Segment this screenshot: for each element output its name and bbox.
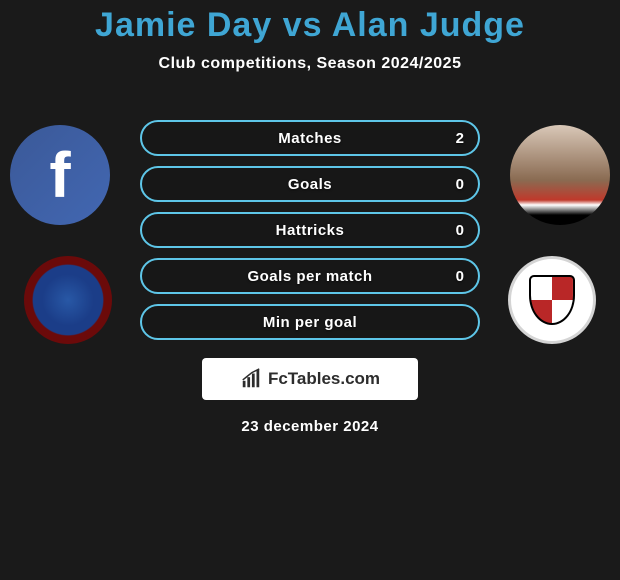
stat-label: Hattricks [276,222,345,239]
bar-chart-icon [240,368,262,390]
date-text: 23 december 2024 [0,418,620,435]
stat-row-hattricks: Hattricks 0 [140,212,480,248]
stat-label: Matches [278,130,342,147]
footer: FcTables.com 23 december 2024 [0,352,620,435]
club-badge-left [24,256,112,344]
comparison-card: Jamie Day vs Alan Judge Club competition… [0,0,620,580]
stat-value-right: 2 [456,130,464,147]
stat-label: Goals [288,176,332,193]
stat-value-right: 0 [456,222,464,239]
aldershot-crest-icon [24,256,112,344]
player-photo [510,125,610,225]
stats-list: Matches 2 Goals 0 Hattricks 0 Goals per … [140,120,480,350]
subtitle: Club competitions, Season 2024/2025 [0,55,620,73]
facebook-icon: f [10,125,110,225]
stat-row-matches: Matches 2 [140,120,480,156]
stat-value-right: 0 [456,176,464,193]
woking-crest-icon [508,256,596,344]
stat-label: Min per goal [263,314,357,331]
page-title: Jamie Day vs Alan Judge [0,0,620,45]
brand-text: FcTables.com [268,369,380,389]
player-right-avatar [510,125,610,225]
player-left-avatar: f [10,125,110,225]
brand-badge: FcTables.com [202,358,418,400]
stat-row-mpg: Min per goal [140,304,480,340]
stat-value-right: 0 [456,268,464,285]
stat-row-gpm: Goals per match 0 [140,258,480,294]
club-badge-right [508,256,596,344]
stat-label: Goals per match [247,268,372,285]
stat-row-goals: Goals 0 [140,166,480,202]
